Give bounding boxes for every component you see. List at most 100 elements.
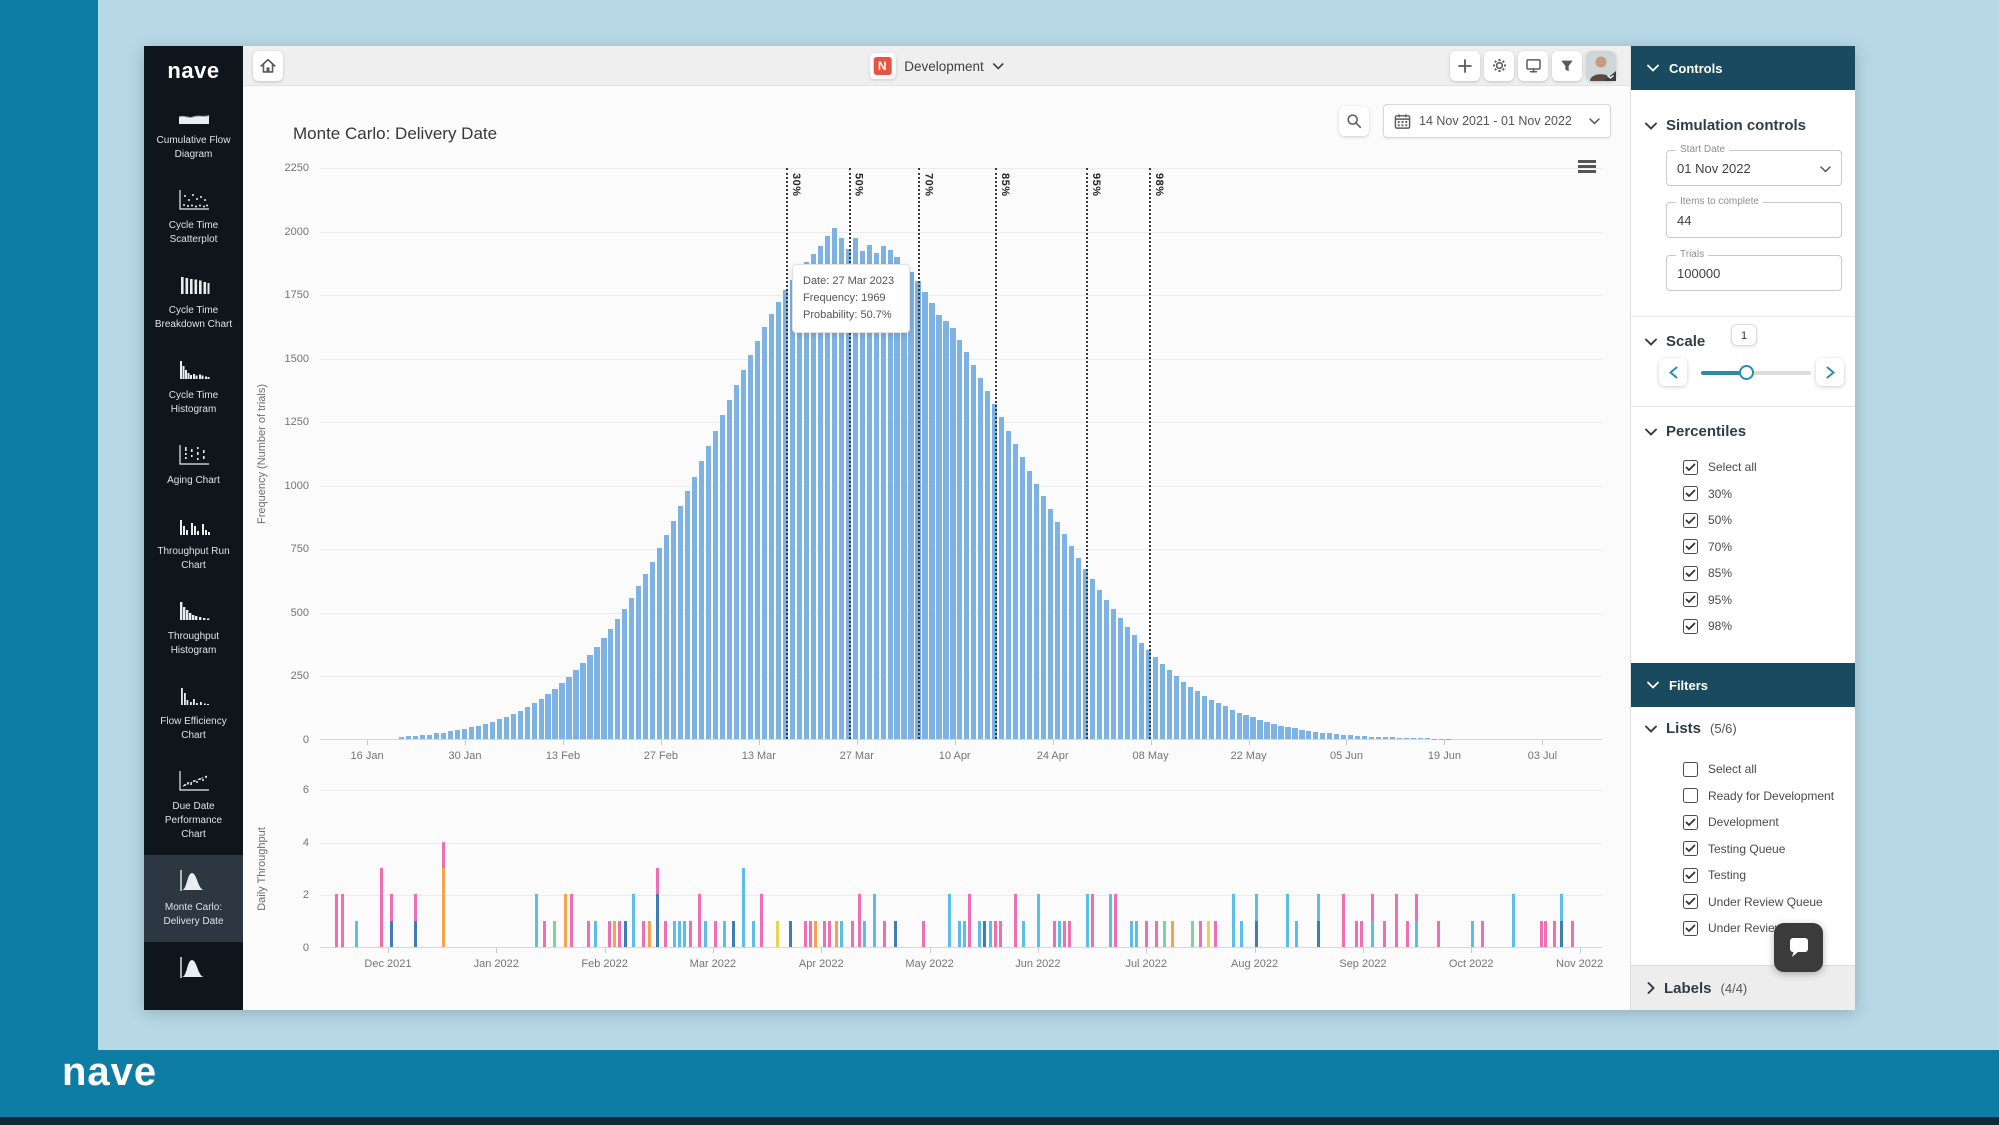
throughput-bar[interactable] (593, 920, 597, 947)
histogram-bar[interactable] (789, 279, 795, 739)
histogram-bar[interactable] (1048, 509, 1054, 739)
throughput-bar[interactable] (1014, 894, 1018, 947)
throughput-bar[interactable] (1285, 894, 1289, 947)
histogram-bar[interactable] (475, 725, 481, 739)
histogram-bar[interactable] (1013, 444, 1019, 739)
throughput-bar[interactable] (442, 841, 446, 947)
throughput-bar[interactable] (1109, 894, 1113, 947)
throughput-bar[interactable] (688, 920, 692, 947)
histogram-bar[interactable] (1376, 736, 1382, 739)
histogram-bar[interactable] (1417, 738, 1424, 739)
throughput-bar[interactable] (814, 920, 818, 947)
user-avatar[interactable] (1586, 50, 1616, 81)
histogram-bar[interactable] (524, 706, 530, 739)
controls-section-header[interactable]: Controls (1631, 46, 1855, 90)
histogram-bar[interactable] (733, 384, 740, 739)
list-filter-checkbox-ready-for-development[interactable] (1683, 788, 1698, 804)
sidebar-item-flow-7[interactable]: Flow Efficiency Chart (144, 671, 243, 756)
histogram-bar[interactable] (1152, 657, 1158, 739)
throughput-bar[interactable] (947, 894, 951, 947)
histogram-bar[interactable] (1075, 557, 1082, 739)
histogram-bar[interactable] (657, 548, 663, 739)
throughput-bar[interactable] (1316, 894, 1320, 947)
percentile-checkbox-70-[interactable] (1683, 539, 1698, 555)
histogram-bar[interactable] (1271, 723, 1277, 739)
histogram-bar[interactable] (1041, 496, 1047, 739)
histogram-bar[interactable] (1362, 736, 1368, 739)
histogram-bar[interactable] (1404, 737, 1410, 739)
list-filter-checkbox-select-all[interactable] (1683, 761, 1698, 777)
histogram-bar[interactable] (566, 676, 572, 739)
throughput-bar[interactable] (552, 920, 556, 947)
throughput-bar[interactable] (569, 894, 573, 947)
histogram-bar[interactable] (1159, 664, 1165, 739)
list-filter-checkbox-testing[interactable] (1683, 867, 1698, 883)
scale-slider[interactable] (1701, 365, 1811, 380)
throughput-bar[interactable] (1480, 920, 1484, 947)
throughput-bar[interactable] (642, 920, 646, 947)
throughput-bar[interactable] (776, 920, 780, 947)
histogram-bar[interactable] (398, 736, 405, 739)
histogram-bar[interactable] (817, 246, 823, 739)
histogram-bar[interactable] (1222, 706, 1228, 739)
histogram-bar[interactable] (608, 629, 614, 739)
throughput-bar[interactable] (1198, 920, 1202, 947)
percentile-checkbox-30-[interactable] (1683, 486, 1698, 502)
histogram-bar[interactable] (978, 377, 984, 739)
histogram-bar[interactable] (713, 430, 719, 739)
throughput-bar[interactable] (883, 920, 887, 947)
histogram-bar[interactable] (1229, 709, 1235, 739)
throughput-bar[interactable] (1037, 894, 1041, 947)
histogram-bar[interactable] (636, 586, 642, 739)
throughput-bar[interactable] (1214, 920, 1218, 947)
list-filter-checkbox-development[interactable] (1683, 814, 1698, 830)
throughput-bar[interactable] (823, 920, 827, 947)
histogram-bar[interactable] (440, 732, 446, 739)
histogram-bar[interactable] (643, 574, 649, 739)
histogram-bar[interactable] (1020, 457, 1026, 739)
throughput-bar[interactable] (1239, 920, 1243, 947)
simulation-controls-header[interactable]: Simulation controls (1645, 117, 1806, 134)
throughput-bar[interactable] (1470, 920, 1474, 947)
throughput-bar[interactable] (998, 920, 1002, 947)
histogram-bar[interactable] (1250, 717, 1256, 739)
date-range-picker[interactable]: 14 Nov 2021 - 01 Nov 2022 (1383, 104, 1611, 138)
histogram-bar[interactable] (1411, 737, 1417, 739)
throughput-bar[interactable] (389, 894, 393, 947)
board-switcher[interactable]: N Development (869, 46, 1004, 86)
histogram-bar[interactable] (650, 561, 656, 739)
throughput-bar[interactable] (618, 920, 622, 947)
histogram-bar[interactable] (559, 682, 565, 739)
add-button[interactable] (1450, 50, 1480, 81)
histogram-bar[interactable] (824, 235, 830, 739)
throughput-bar[interactable] (1543, 920, 1547, 947)
histogram-bar[interactable] (1320, 732, 1326, 739)
histogram-bar[interactable] (1431, 738, 1438, 739)
throughput-bar[interactable] (607, 920, 611, 947)
throughput-bar[interactable] (587, 920, 591, 947)
display-button[interactable] (1518, 50, 1548, 81)
histogram-bar[interactable] (671, 520, 677, 739)
histogram-bar[interactable] (1327, 733, 1333, 739)
histogram-bar[interactable] (419, 735, 426, 739)
throughput-bar[interactable] (1206, 920, 1210, 947)
histogram-bar[interactable] (1334, 734, 1340, 739)
histogram-bar[interactable] (1138, 642, 1144, 739)
histogram-bar[interactable] (1438, 738, 1445, 739)
histogram-bar[interactable] (1313, 731, 1319, 739)
throughput-bar[interactable] (957, 920, 961, 947)
throughput-bar[interactable] (983, 920, 987, 947)
list-filter-checkbox-under-review[interactable] (1683, 920, 1698, 936)
throughput-bar[interactable] (354, 920, 358, 947)
histogram-bar[interactable] (489, 721, 495, 739)
histogram-bar[interactable] (880, 246, 886, 739)
throughput-bar[interactable] (612, 920, 616, 947)
histogram-bar[interactable] (482, 723, 488, 739)
histogram-bar[interactable] (775, 301, 781, 739)
histogram-bar[interactable] (461, 728, 467, 739)
histogram-bar[interactable] (1257, 719, 1263, 739)
throughput-bar[interactable] (723, 920, 727, 947)
throughput-bar[interactable] (978, 920, 982, 947)
histogram-bar[interactable] (838, 237, 844, 739)
histogram-bar[interactable] (1110, 609, 1117, 739)
